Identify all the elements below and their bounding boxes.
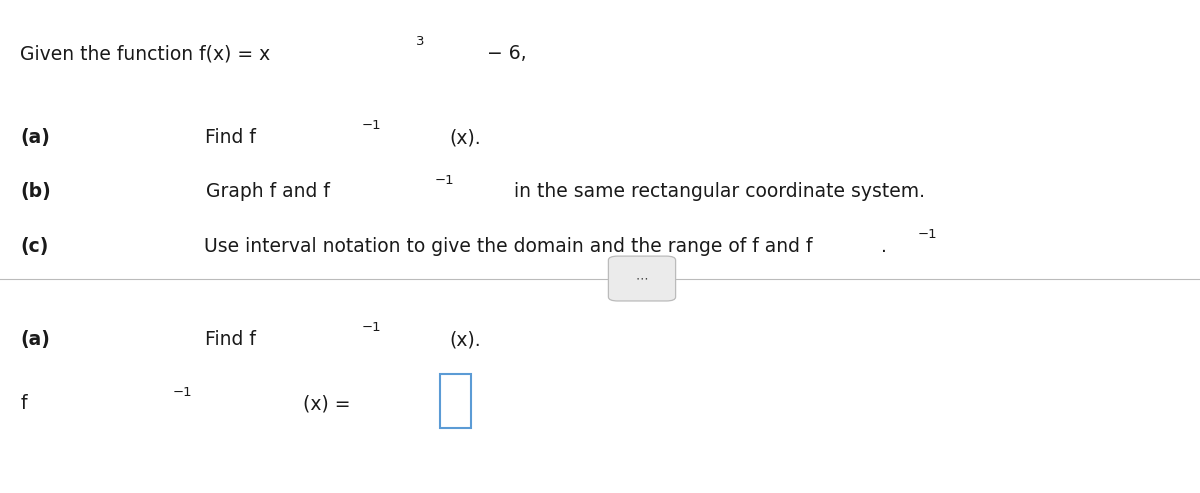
Text: Use interval notation to give the domain and the range of f and f: Use interval notation to give the domain… <box>198 237 812 256</box>
Text: (c): (c) <box>20 237 49 256</box>
Text: 3: 3 <box>416 35 425 48</box>
Text: (x).: (x). <box>450 128 481 147</box>
Text: −1: −1 <box>173 386 192 398</box>
Text: Graph f and f: Graph f and f <box>200 182 330 202</box>
Text: in the same rectangular coordinate system.: in the same rectangular coordinate syste… <box>508 182 925 202</box>
Text: (x) =: (x) = <box>304 394 350 414</box>
Text: .: . <box>881 237 887 256</box>
Text: −1: −1 <box>434 174 455 186</box>
Text: (a): (a) <box>20 128 50 147</box>
Text: (b): (b) <box>20 182 52 202</box>
Text: −1: −1 <box>361 119 380 132</box>
Text: (a): (a) <box>20 330 50 350</box>
Text: Given the function f(x) = x: Given the function f(x) = x <box>20 44 271 64</box>
Text: − 6,: − 6, <box>481 44 527 64</box>
Text: −1: −1 <box>361 321 380 334</box>
Text: (x).: (x). <box>450 330 481 350</box>
Text: Find f: Find f <box>199 330 256 350</box>
Text: f: f <box>20 394 26 414</box>
Text: ⋯: ⋯ <box>636 272 648 285</box>
FancyBboxPatch shape <box>439 374 470 428</box>
FancyBboxPatch shape <box>608 256 676 301</box>
Text: Find f: Find f <box>199 128 256 147</box>
Text: −1: −1 <box>918 228 937 241</box>
